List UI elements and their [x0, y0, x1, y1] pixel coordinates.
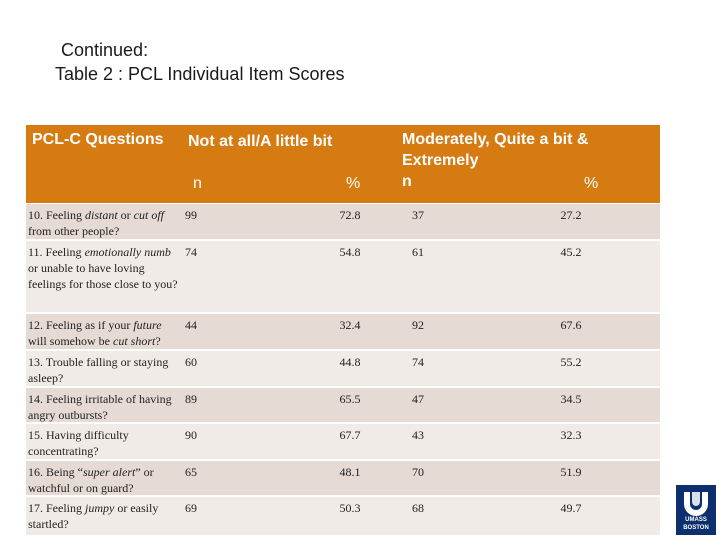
slide-title: Continued: Table 2 : PCL Individual Item…	[55, 38, 344, 86]
not-at-all-pct-cell: 54.8	[339, 245, 361, 259]
question-part: 12. Feeling as if your	[28, 318, 134, 332]
table-row: 11. Feeling emotionally numb or unable t…	[26, 241, 660, 314]
question-text: 14. Feeling irritable of having angry ou…	[28, 391, 180, 423]
question-part: 16. Being “	[28, 465, 83, 479]
question-text: 16. Being “super alert” or watchful or o…	[28, 464, 180, 496]
question-part: from other people?	[28, 224, 120, 238]
moderately-pct-cell: 55.2	[560, 355, 582, 369]
not-at-all-n-cell: 74	[185, 245, 197, 259]
moderately-n-cell: 43	[412, 428, 424, 442]
moderately-pct-cell: 32.3	[560, 428, 582, 442]
table-row: 12. Feeling as if your future will someh…	[26, 314, 660, 351]
moderately-n-cell: 47	[412, 392, 424, 406]
question-part: or easily startled?	[28, 501, 159, 531]
moderately-pct-cell: 67.6	[560, 318, 582, 332]
not-at-all-pct-cell: 50.3	[339, 501, 361, 515]
table-row: 16. Being “super alert” or watchful or o…	[26, 461, 660, 497]
question-part: 10. Feeling	[28, 208, 85, 222]
header-not-at-all: Not at all/A little bit n %	[180, 125, 394, 203]
not-at-all-pct-cell: 44.8	[339, 355, 361, 369]
question-part: 14. Feeling irritable of having angry ou…	[28, 392, 172, 422]
logo-text-umass: UMASS	[685, 517, 707, 523]
question-part: super alert	[83, 465, 136, 479]
moderately-pct-cell: 51.9	[560, 465, 582, 479]
not-at-all-pct-cell: 67.7	[339, 428, 361, 442]
header-moderately-n: n	[402, 173, 412, 190]
question-part: or unable to have loving feelings for th…	[28, 261, 178, 291]
not-at-all-pct-cell: 32.4	[339, 318, 361, 332]
moderately-n-cell: 70	[412, 465, 424, 479]
question-part: 17. Feeling	[28, 501, 85, 515]
table-row: 14. Feeling irritable of having angry ou…	[26, 388, 660, 424]
question-text: 10. Feeling distant or cut off from othe…	[28, 207, 180, 239]
question-text: 12. Feeling as if your future will someh…	[28, 317, 180, 349]
not-at-all-n-cell: 69	[185, 501, 197, 515]
question-part: distant	[85, 208, 118, 222]
header-moderately-pct: %	[584, 175, 599, 192]
moderately-n-cell: 37	[412, 208, 424, 222]
header-not-at-all-label: Not at all/A little bit	[188, 133, 333, 150]
not-at-all-n-cell: 60	[185, 355, 197, 369]
table-row: 10. Feeling distant or cut off from othe…	[26, 204, 660, 241]
not-at-all-n-cell: 99	[185, 208, 197, 222]
question-part: jumpy	[85, 501, 115, 515]
question-part: 11. Feeling	[28, 245, 85, 259]
not-at-all-n-cell: 65	[185, 465, 197, 479]
title-continued: Continued:	[61, 40, 149, 60]
header-not-at-all-pct: %	[346, 175, 361, 192]
question-part: or	[117, 208, 134, 222]
table-row: 17. Feeling jumpy or easily startled? 69 5…	[26, 497, 660, 537]
title-table: Table 2 : PCL Individual Item Scores	[55, 64, 345, 84]
question-part: 13. Trouble falling or staying asleep?	[28, 355, 169, 385]
question-part: 15. Having difficulty concentrating?	[28, 428, 129, 458]
umass-logo-icon	[684, 492, 708, 516]
umass-boston-logo: UMASS BOSTON	[676, 485, 716, 535]
question-part: ” or watchful or on guard?	[28, 465, 154, 495]
question-part: cut short	[113, 334, 156, 348]
not-at-all-pct-cell: 72.8	[339, 208, 361, 222]
question-part: will somehow be	[28, 334, 113, 348]
moderately-n-cell: 68	[412, 501, 424, 515]
question-part: future	[133, 318, 162, 332]
moderately-n-cell: 92	[412, 318, 424, 332]
question-part: cut off	[133, 208, 164, 222]
not-at-all-n-cell: 44	[185, 318, 197, 332]
question-text: 13. Trouble falling or staying asleep?	[28, 354, 180, 386]
table-row: 15. Having difficulty concentrating? 90 67…	[26, 424, 660, 461]
question-text: 15. Having difficulty concentrating?	[28, 427, 180, 459]
moderately-n-cell: 74	[412, 355, 424, 369]
not-at-all-n-cell: 90	[185, 428, 197, 442]
header-moderately-line1: Moderately, Quite a bit &	[402, 131, 589, 148]
not-at-all-pct-cell: 65.5	[339, 392, 361, 406]
moderately-pct-cell: 45.2	[560, 245, 582, 259]
question-text: 11. Feeling emotionally numb or unable t…	[28, 244, 180, 292]
header-questions: PCL-C Questions	[26, 125, 180, 203]
logo-text-boston: BOSTON	[683, 525, 709, 531]
header-moderately: Moderately, Quite a bit & Extremely n %	[394, 125, 660, 203]
not-at-all-pct-cell: 48.1	[339, 465, 361, 479]
question-part: emotionally numb	[84, 245, 171, 259]
not-at-all-n-cell: 89	[185, 392, 197, 406]
table-row: 13. Trouble falling or staying asleep? 60…	[26, 351, 660, 388]
moderately-pct-cell: 34.5	[560, 392, 582, 406]
moderately-pct-cell: 27.2	[560, 208, 582, 222]
moderately-n-cell: 61	[412, 245, 424, 259]
header-not-at-all-n: n	[193, 175, 202, 192]
moderately-pct-cell: 49.7	[560, 501, 582, 515]
question-part: ?	[155, 334, 161, 348]
header-moderately-line2: Extremely	[402, 152, 479, 169]
question-text: 17. Feeling jumpy or easily startled?	[28, 500, 180, 532]
